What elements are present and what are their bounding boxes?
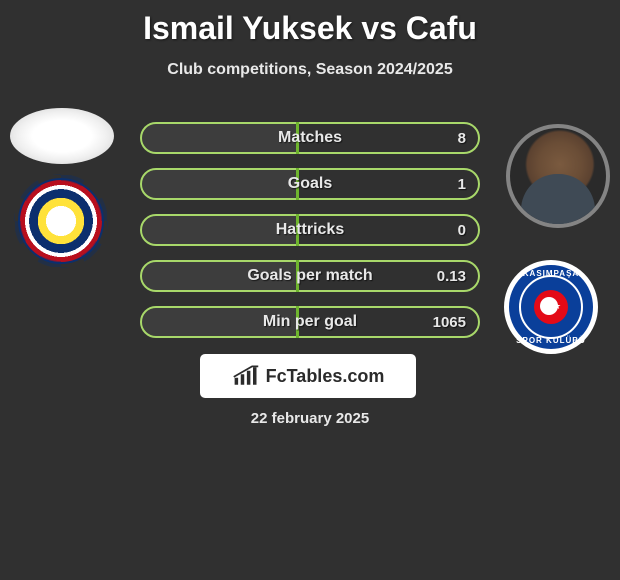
title-vs: vs (361, 10, 397, 46)
stat-row-label: Min per goal (263, 313, 357, 331)
stat-row-value: 8 (458, 130, 466, 147)
stat-row-value: 1065 (433, 314, 466, 331)
chart-icon (232, 365, 260, 387)
stat-row-value: 1 (458, 176, 466, 193)
brand-box: FcTables.com (200, 354, 416, 398)
stat-row-value: 0 (458, 222, 466, 239)
stat-row-value: 0.13 (437, 268, 466, 285)
subtitle: Club competitions, Season 2024/2025 (0, 61, 620, 79)
stat-row-fill (142, 216, 297, 244)
stat-row: Goals 1 (140, 168, 480, 200)
stat-row-label: Hattricks (276, 221, 344, 239)
date: 22 february 2025 (0, 410, 620, 427)
stat-row: Min per goal 1065 (140, 306, 480, 338)
stats-bars: Matches 8 Goals 1 Hattricks 0 Goals per match 0… (140, 122, 480, 352)
stat-row: Hattricks 0 (140, 214, 480, 246)
player2-club-logo: KASIMPAŞA SPOR KULÜBÜ (504, 260, 598, 354)
player2-avatar (506, 124, 610, 228)
player1-club-logo (18, 178, 104, 264)
player1-avatar (10, 108, 114, 164)
club-right-label-top: KASIMPAŞA (509, 269, 593, 278)
stat-row-fill (142, 170, 297, 198)
title-player2: Cafu (406, 10, 477, 46)
brand-text: FcTables.com (266, 366, 385, 387)
stat-row: Goals per match 0.13 (140, 260, 480, 292)
title-player1: Ismail Yuksek (143, 10, 352, 46)
turkey-flag-icon (534, 290, 568, 324)
stat-row-label: Matches (278, 129, 342, 147)
stat-row-label: Goals per match (247, 267, 372, 285)
page-title: Ismail Yuksek vs Cafu (0, 0, 620, 47)
club-right-label-bot: SPOR KULÜBÜ (509, 336, 593, 345)
stat-row-fill (142, 124, 297, 152)
stat-row: Matches 8 (140, 122, 480, 154)
stat-row-label: Goals (288, 175, 332, 193)
